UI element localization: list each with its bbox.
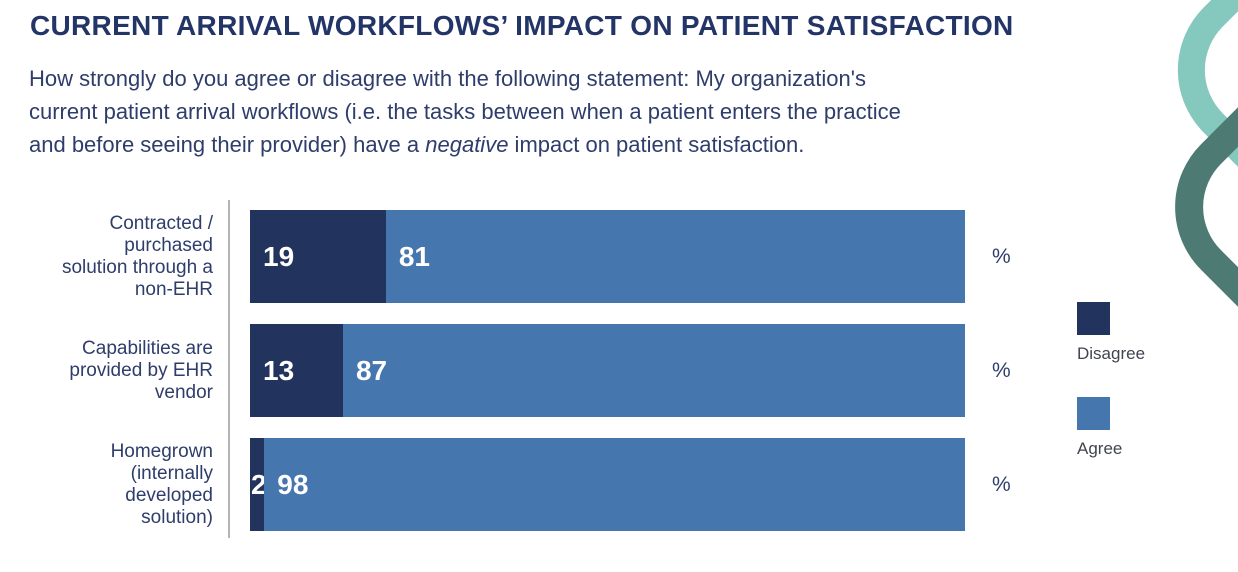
ribbon-dark-teal <box>1175 50 1238 364</box>
emphasis-negative: negative <box>425 132 509 157</box>
stacked-bar: 2 98 <box>250 438 965 531</box>
bar-segment-disagree: 19 <box>250 210 386 303</box>
chart-legend: Disagree Agree <box>1077 302 1145 459</box>
bar-segment-agree: 87 <box>342 324 965 417</box>
segment-value: 13 <box>263 354 295 386</box>
chart-row-homegrown: Homegrown (internally developed solution… <box>0 438 1040 531</box>
survey-question: How strongly do you agree or disagree wi… <box>29 62 901 161</box>
survey-question-line2: current patient arrival workflows (i.e. … <box>29 99 901 124</box>
chart-row-non-ehr: Contracted / purchased solution through … <box>0 210 1040 303</box>
segment-value: 87 <box>355 354 388 386</box>
survey-question-line1: How strongly do you agree or disagree wi… <box>29 66 866 91</box>
category-label: Contracted / purchased solution through … <box>61 212 213 300</box>
bar-segment-agree: 81 <box>385 210 965 303</box>
segment-value: 2 <box>251 468 267 500</box>
legend-label: Disagree <box>1077 344 1146 363</box>
legend-item-disagree: Disagree <box>1077 302 1145 364</box>
legend-label: Agree <box>1077 439 1123 458</box>
bar-segment-disagree: 2 <box>250 438 267 531</box>
stacked-bar-chart: Contracted / purchased solution through … <box>0 210 1040 552</box>
segment-value: 19 <box>263 240 295 272</box>
survey-question-line3: and before seeing their provider) have a… <box>29 132 805 157</box>
segment-value: 98 <box>277 468 309 500</box>
legend-item-agree: Agree <box>1077 397 1145 459</box>
disagree-swatch <box>1077 302 1110 335</box>
chart-row-ehr-vendor: Capabilities are provided by EHR vendor … <box>0 324 1040 417</box>
category-label: Homegrown (internally developed solution… <box>110 440 213 528</box>
category-label: Capabilities are provided by EHR vendor <box>69 337 213 403</box>
bar-segment-disagree: 13 <box>250 324 343 417</box>
stacked-bar: 13 87 <box>250 324 965 417</box>
stacked-bar: 19 81 <box>250 210 965 303</box>
ribbon-light-teal <box>1177 0 1238 223</box>
percent-sign: % <box>992 358 1011 382</box>
chart-axis-line <box>228 200 230 538</box>
bar-segment-agree: 98 <box>264 438 965 531</box>
page-title: CURRENT ARRIVAL WORKFLOWS’ IMPACT ON PAT… <box>30 10 1014 41</box>
segment-value: 81 <box>398 240 430 272</box>
percent-sign: % <box>992 472 1011 496</box>
percent-sign: % <box>992 244 1011 268</box>
agree-swatch <box>1077 397 1110 430</box>
